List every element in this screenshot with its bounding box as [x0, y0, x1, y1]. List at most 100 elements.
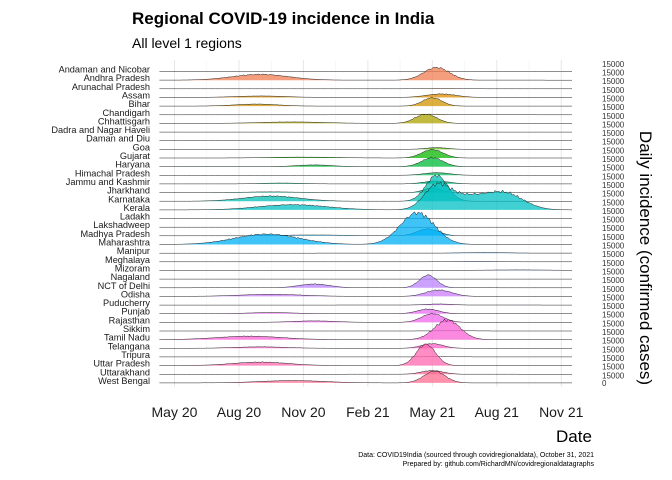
ridge-line-rajasthan	[159, 312, 572, 323]
ridge-fill-andhra-pradesh	[159, 67, 572, 81]
right-tick-max-nagaland: 15000	[602, 267, 625, 276]
ridge-fill-gujarat	[159, 149, 572, 158]
ridge-line-bihar	[159, 96, 572, 107]
right-tick-max-odisha: 15000	[602, 285, 625, 294]
ridge-line-madhya-pradesh	[159, 228, 572, 237]
chart-subtitle: All level 1 regions	[132, 35, 242, 51]
region-label-sikkim: Sikkim	[123, 324, 150, 334]
right-tick-max-goa: 15000	[602, 138, 625, 147]
right-tick-max-uttar-pradesh: 15000	[602, 354, 625, 363]
ridge-fill-bihar	[159, 97, 572, 107]
region-label-daman-and-diu: Daman and Diu	[86, 134, 150, 144]
x-tick-label-2: Nov 20	[281, 404, 326, 420]
region-label-rajasthan: Rajasthan	[109, 315, 150, 325]
region-label-odisha: Odisha	[121, 289, 151, 299]
region-label-ladakh: Ladakh	[120, 212, 150, 222]
right-tick-max-puducherry: 15000	[602, 293, 625, 302]
right-tick-max-andaman-and-nicobar: 15000	[602, 60, 625, 69]
caption-source: Data: COVID19India (sourced through covi…	[358, 452, 594, 459]
right-tick-max-kerala: 15000	[602, 198, 625, 207]
ridge-fill-manipur	[159, 252, 572, 254]
right-tick-max-nct-of-delhi: 15000	[602, 276, 625, 285]
region-label-puducherry: Puducherry	[103, 298, 150, 308]
ridge-fill-maharashtra	[159, 211, 572, 245]
region-label-andhra-pradesh: Andhra Pradesh	[84, 73, 150, 83]
ridge-line-jammu-and-kashmir	[159, 180, 572, 185]
right-tick-max-rajasthan: 15000	[602, 311, 625, 320]
region-label-tripura: Tripura	[121, 350, 151, 360]
ridge-fill-rajasthan	[159, 313, 572, 323]
region-label-chhattisgarh: Chhattisgarh	[98, 116, 150, 126]
right-tick-max-gujarat: 15000	[602, 146, 625, 155]
region-label-kerala: Kerala	[123, 203, 150, 213]
ridge-fill-kerala	[159, 181, 572, 210]
x-tick-label-0: May 20	[152, 404, 198, 420]
right-tick-max-madhya-pradesh: 15000	[602, 224, 625, 233]
region-label-madhya-pradesh: Madhya Pradesh	[81, 229, 150, 239]
ridge-line-gujarat	[159, 149, 572, 159]
region-label-tamil-nadu: Tamil Nadu	[104, 333, 150, 343]
ridge-line-chandigarh	[159, 113, 572, 116]
ridge-line-punjab	[159, 308, 572, 314]
right-tick-max-mizoram: 15000	[602, 259, 625, 268]
ridge-line-puducherry	[159, 303, 572, 306]
right-tick-max-manipur: 15000	[602, 242, 625, 251]
right-tick-max-uttarakhand: 15000	[602, 363, 625, 372]
ridge-line-haryana	[159, 156, 572, 167]
right-tick-max-west-bengal: 15000	[602, 371, 625, 380]
region-label-bihar: Bihar	[129, 99, 150, 109]
region-label-meghalaya: Meghalaya	[105, 255, 151, 265]
ridge-line-uttar-pradesh	[159, 343, 572, 366]
x-axis-title: Date	[556, 427, 592, 446]
region-label-jharkhand: Jharkhand	[107, 186, 150, 196]
x-tick-label-3: Feb 21	[346, 404, 390, 420]
x-tick-label-4: May 21	[409, 404, 455, 420]
right-tick-zero: 0	[602, 379, 607, 388]
ridge-line-andhra-pradesh	[159, 66, 572, 81]
x-axis: May 20 Aug 20 Nov 20 Feb 21 May 21 Aug 21 Nov …	[152, 404, 584, 420]
right-tick-max-jharkhand: 15000	[602, 181, 625, 190]
ridge-line-nct-of-delhi	[159, 274, 572, 289]
ridge-line-kerala	[159, 181, 572, 211]
ridge-line-tamil-nadu	[159, 318, 572, 340]
region-label-andaman-and-nicobar: Andaman and Nicobar	[59, 65, 150, 75]
region-label-gujarat: Gujarat	[120, 151, 151, 161]
ridge-fill-nct-of-delhi	[159, 274, 572, 288]
right-tick-max-andhra-pradesh: 15000	[602, 69, 625, 78]
ridge-fill-chhattisgarh	[159, 114, 572, 124]
region-label-uttar-pradesh: Uttar Pradesh	[93, 359, 150, 369]
right-tick-max-punjab: 15000	[602, 302, 625, 311]
right-tick-max-arunachal-pradesh: 15000	[602, 77, 625, 86]
right-tick-max-dadra-and-nagar-haveli: 15000	[602, 120, 625, 129]
region-label-arunachal-pradesh: Arunachal Pradesh	[72, 82, 150, 92]
x-tick-label-5: Aug 21	[475, 404, 520, 420]
ridge-line-odisha	[159, 289, 572, 297]
region-label-dadra-and-nagar-haveli: Dadra and Nagar Haveli	[51, 125, 150, 135]
region-label-lakshadweep: Lakshadweep	[93, 220, 150, 230]
region-label-assam: Assam	[122, 90, 150, 100]
right-tick-max-bihar: 15000	[602, 94, 625, 103]
region-label-maharashtra: Maharashtra	[98, 238, 150, 248]
region-label-west-bengal: West Bengal	[98, 376, 150, 386]
right-tick-max-tripura: 15000	[602, 345, 625, 354]
right-tick-max-karnataka: 15000	[602, 190, 625, 199]
region-label-uttarakhand: Uttarakhand	[100, 367, 150, 377]
region-label-karnataka: Karnataka	[108, 194, 151, 204]
right-tick-max-sikkim: 15000	[602, 319, 625, 328]
right-tick-max-chandigarh: 15000	[602, 103, 625, 112]
region-label-chandigarh: Chandigarh	[102, 108, 150, 118]
ridge-line-goa	[159, 147, 572, 150]
right-tick-max-lakshadweep: 15000	[602, 216, 625, 225]
region-label-nct-of-delhi: NCT of Delhi	[98, 281, 150, 291]
region-label-telangana: Telangana	[108, 341, 151, 351]
ridge-line-uttarakhand	[159, 370, 572, 375]
ridge-line-maharashtra	[159, 211, 572, 245]
ridge-fill-himachal-pradesh	[159, 172, 572, 176]
right-tick-max-maharashtra: 15000	[602, 233, 625, 242]
x-tick-label-1: Aug 20	[217, 404, 262, 420]
region-label-punjab: Punjab	[121, 307, 150, 317]
region-label-goa: Goa	[133, 142, 151, 152]
right-tick-max-ladakh: 15000	[602, 207, 625, 216]
ridge-line-telangana	[159, 343, 572, 349]
